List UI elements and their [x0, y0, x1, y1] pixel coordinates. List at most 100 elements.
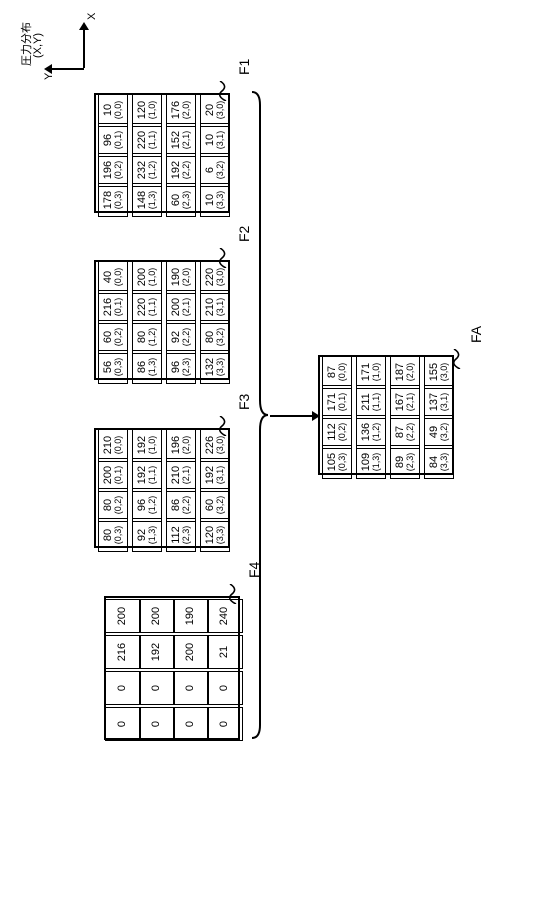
cell: 60(2,3)	[166, 183, 196, 217]
cell-coord: (3,1)	[216, 131, 225, 150]
cell: 0	[105, 707, 141, 741]
cell: 80(0,2)	[98, 488, 128, 522]
cell-coord: (0,1)	[338, 393, 347, 412]
cell: 21	[207, 635, 243, 669]
grid-group-f3: F3210(0,0)192(1,0)196(2,0)226(3,0)200(0,…	[94, 428, 230, 548]
cell-coord: (2,3)	[182, 358, 191, 377]
cell-coord: (2,3)	[406, 453, 415, 472]
cell: 200(2,1)	[166, 290, 196, 324]
cell: 210(0,0)	[98, 428, 128, 462]
cell: 155(3,0)	[424, 355, 454, 389]
cell: 6(3,2)	[200, 153, 230, 187]
cell-coord: (2,3)	[182, 191, 191, 210]
grid-f3: 210(0,0)192(1,0)196(2,0)226(3,0)200(0,1)…	[94, 428, 230, 548]
cell: 171(0,1)	[322, 385, 352, 419]
cell-coord: (3,1)	[216, 466, 225, 485]
grid-group-fa: FA87(0,0)171(1,0)187(2,0)155(3,0)171(0,1…	[318, 355, 454, 475]
cell-coord: (0,1)	[114, 131, 123, 150]
cell-coord: (3,3)	[216, 526, 225, 545]
cell: 0	[207, 671, 243, 705]
cell-coord: (2,2)	[182, 161, 191, 180]
grid-group-f2: F240(0,0)200(1,0)190(2,0)220(3,0)216(0,1…	[94, 260, 230, 380]
grid-label-f4: F4	[246, 562, 262, 578]
cell-coord: (0,3)	[114, 191, 123, 210]
cell-value: 21	[219, 646, 231, 658]
cell-coord: (2,2)	[182, 328, 191, 347]
cell: 80(3,2)	[200, 320, 230, 354]
cell: 20(3,0)	[200, 93, 230, 127]
cell-coord: (2,2)	[182, 496, 191, 515]
cell: 96(1,2)	[132, 488, 162, 522]
cell-value: 216	[117, 643, 129, 661]
cell: 0	[139, 707, 175, 741]
cell: 152(2,1)	[166, 123, 196, 157]
cell-coord: (0,2)	[114, 328, 123, 347]
cell: 105(0,3)	[322, 445, 352, 479]
cell-value: 0	[219, 685, 231, 691]
cell: 216	[105, 635, 141, 669]
cell-value: 200	[151, 607, 163, 625]
cell: 192(3,1)	[200, 458, 230, 492]
cell-value: 240	[219, 607, 231, 625]
cell-coord: (0,0)	[338, 363, 347, 382]
cell: 196(2,0)	[166, 428, 196, 462]
cell: 220(1,1)	[132, 123, 162, 157]
grid-f1: 10(0,0)120(1,0)176(2,0)20(3,0)96(0,1)220…	[94, 93, 230, 213]
cell: 112(0,2)	[322, 415, 352, 449]
cell-coord: (3,3)	[216, 191, 225, 210]
cell-coord: (3,2)	[216, 328, 225, 347]
cell: 200	[105, 599, 141, 633]
grid-label-f1: F1	[236, 59, 252, 75]
cell-value: 190	[185, 607, 197, 625]
cell-coord: (0,0)	[114, 268, 123, 287]
cell-coord: (2,3)	[182, 526, 191, 545]
axis-x-label: X	[86, 13, 98, 20]
cell-coord: (1,0)	[148, 268, 157, 287]
grid-label-f2: F2	[236, 226, 252, 242]
cell: 190	[173, 599, 209, 633]
cell-value: 0	[117, 721, 129, 727]
cell-coord: (0,3)	[114, 526, 123, 545]
cell: 0	[173, 707, 209, 741]
cell-coord: (0,2)	[114, 496, 123, 515]
cell: 92(1,3)	[132, 518, 162, 552]
cell: 120(3,3)	[200, 518, 230, 552]
cell-coord: (1,2)	[148, 496, 157, 515]
cell: 210(2,1)	[166, 458, 196, 492]
cell-coord: (1,1)	[148, 131, 157, 150]
cell-coord: (3,0)	[216, 268, 225, 287]
grid-group-f1: F110(0,0)120(1,0)176(2,0)20(3,0)96(0,1)2…	[94, 93, 230, 213]
cell-coord: (2,0)	[182, 101, 191, 120]
cell: 216(0,1)	[98, 290, 128, 324]
cell-coord: (0,1)	[114, 466, 123, 485]
cell-coord: (1,2)	[372, 423, 381, 442]
to-fa-arrow	[270, 415, 314, 417]
cell-coord: (3,0)	[216, 436, 225, 455]
cell: 176(2,0)	[166, 93, 196, 127]
cell-value: 0	[151, 721, 163, 727]
cell: 60(0,2)	[98, 320, 128, 354]
cell-coord: (3,2)	[216, 161, 225, 180]
cell-coord: (0,0)	[114, 436, 123, 455]
cell: 148(1,3)	[132, 183, 162, 217]
cell-coord: (3,2)	[440, 423, 449, 442]
grid-label-fa: FA	[468, 326, 484, 343]
squiggle-fa	[452, 349, 468, 369]
cell-coord: (1,3)	[372, 453, 381, 472]
cell: 200(1,0)	[132, 260, 162, 294]
brace-svg	[250, 90, 270, 740]
cell: 190(2,0)	[166, 260, 196, 294]
cell-coord: (3,2)	[216, 496, 225, 515]
cell: 96(0,1)	[98, 123, 128, 157]
cell-value: 0	[151, 685, 163, 691]
cell: 220(3,0)	[200, 260, 230, 294]
grid-f4: 2002001902402161922002100000000	[104, 596, 240, 740]
brace	[250, 90, 270, 740]
cell-coord: (3,3)	[440, 453, 449, 472]
cell-coord: (1,3)	[148, 191, 157, 210]
cell: 200	[139, 599, 175, 633]
cell-coord: (2,1)	[182, 466, 191, 485]
cell: 167(2,1)	[390, 385, 420, 419]
cell: 192(2,2)	[166, 153, 196, 187]
axis-x-arrow	[79, 22, 89, 30]
